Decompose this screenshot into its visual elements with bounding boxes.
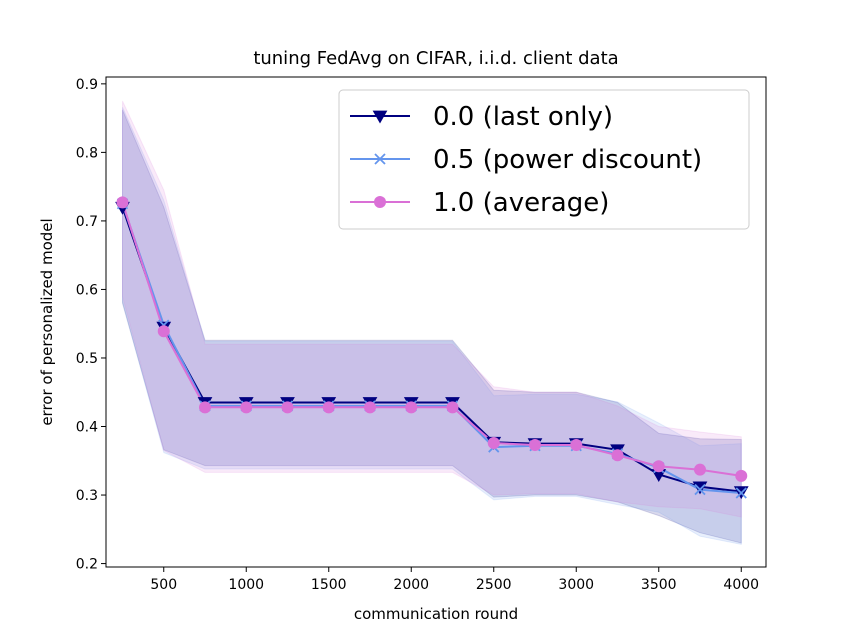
point-1-0-average xyxy=(446,401,459,414)
x-tick-label: 1000 xyxy=(228,577,264,593)
x-tick-label: 2000 xyxy=(393,577,429,593)
point-1-0-average xyxy=(735,469,748,482)
series-lines xyxy=(121,202,742,494)
point-1-0-average xyxy=(652,460,665,473)
line-0-0-last-only xyxy=(121,206,742,493)
point-1-0-average xyxy=(281,401,294,414)
confidence-bands xyxy=(122,100,742,546)
point-1-0-average xyxy=(529,439,541,452)
legend: 0.0 (last only) 0.5 (power discount) 1.0 (… xyxy=(338,89,750,230)
y-axis-label: error of personalized model xyxy=(38,218,56,425)
band-1-0-average xyxy=(122,100,742,518)
band-0-5-power-discount xyxy=(122,106,742,546)
x-tick-label: 2500 xyxy=(476,577,512,593)
x-tick-label: 1500 xyxy=(311,577,347,593)
point-1-0-average xyxy=(364,401,376,414)
legend-box xyxy=(338,89,750,230)
line-1-0-average xyxy=(121,202,742,477)
legend-marker-0-5-power-discount xyxy=(374,153,386,165)
point-0-0-last-only xyxy=(692,481,708,495)
y-axis-ticks: 0.2 0.3 0.4 0.5 0.6 0.7 0.8 0.9 xyxy=(76,77,106,573)
x-tick-label: 500 xyxy=(150,577,177,593)
legend-marker-1-0-average xyxy=(374,196,386,208)
point-0-5-power-discount xyxy=(694,483,706,496)
y-tick-label: 0.8 xyxy=(76,145,98,161)
band-0-0-last-only xyxy=(122,109,742,544)
x-tick-label: 4000 xyxy=(723,577,759,593)
legend-label-0-0-last-only: 0.0 (last only) xyxy=(433,102,613,132)
point-1-0-average xyxy=(240,401,253,414)
y-tick-label: 0.3 xyxy=(76,488,98,504)
legend-label-0-5-power-discount: 0.5 (power discount) xyxy=(433,145,702,175)
point-1-0-average xyxy=(694,463,706,476)
point-1-0-average xyxy=(487,436,500,449)
point-0-5-power-discount xyxy=(735,487,747,499)
plot-frame xyxy=(105,76,767,568)
point-1-0-average xyxy=(322,401,335,414)
point-1-0-average xyxy=(570,439,583,452)
x-tick-label: 3500 xyxy=(641,577,677,593)
y-tick-label: 0.6 xyxy=(76,282,98,298)
point-1-0-average xyxy=(199,401,211,414)
point-1-0-average xyxy=(611,449,624,462)
x-tick-label: 3000 xyxy=(558,577,594,593)
y-tick-label: 0.4 xyxy=(76,420,98,436)
legend-label-1-0-average: 1.0 (average) xyxy=(433,188,609,218)
y-tick-label: 0.5 xyxy=(76,351,98,367)
y-tick-label: 0.2 xyxy=(76,557,98,573)
y-tick-label: 0.7 xyxy=(76,214,98,230)
y-tick-label: 0.9 xyxy=(76,77,98,93)
x-axis-ticks: 500 1000 1500 2000 2500 3000 3500 4000 xyxy=(150,567,759,593)
point-1-0-average xyxy=(157,325,170,338)
legend-marker-0-0-last-only xyxy=(372,110,388,124)
series-markers xyxy=(115,196,749,500)
chart-title: tuning FedAvg on CIFAR, i.i.d. client da… xyxy=(253,48,618,69)
x-axis-label: communication round xyxy=(354,605,518,623)
point-1-0-average xyxy=(116,196,129,209)
point-1-0-average xyxy=(405,401,418,414)
